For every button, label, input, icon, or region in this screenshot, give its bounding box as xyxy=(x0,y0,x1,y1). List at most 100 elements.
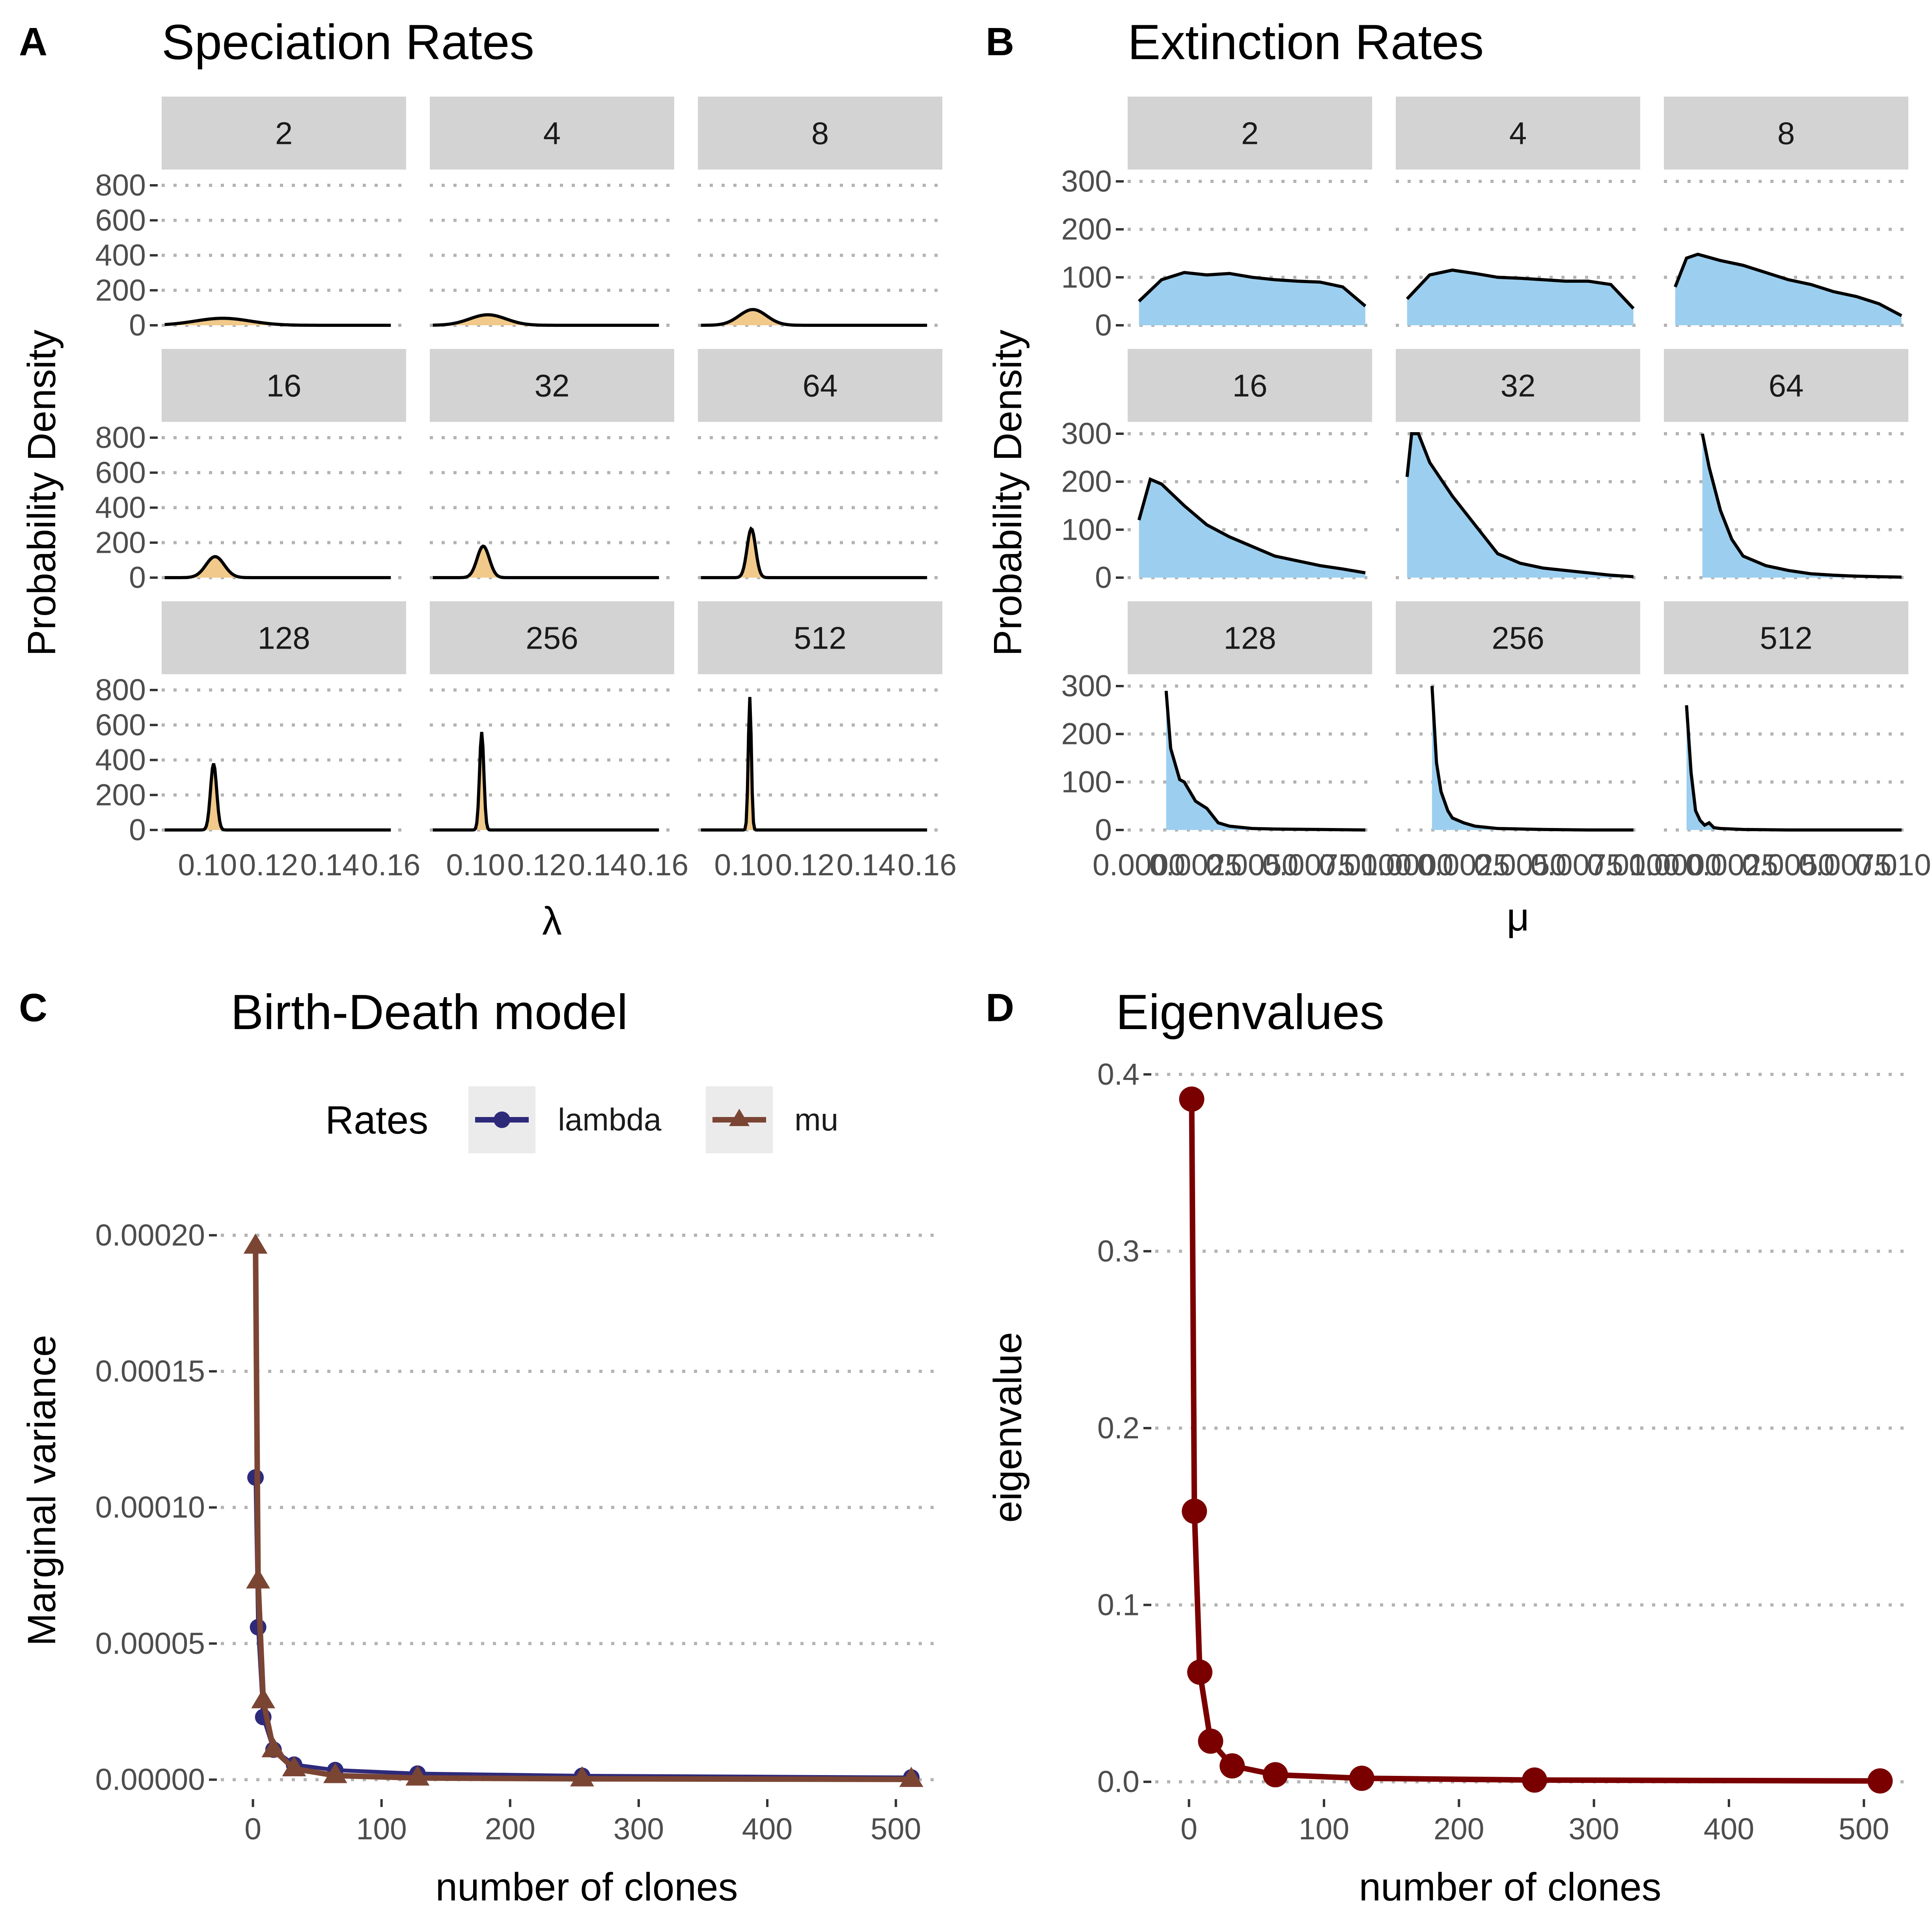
density-area xyxy=(1675,254,1902,325)
panel-d-letter: D xyxy=(986,986,1014,1030)
x-tick-label: 0.14 xyxy=(836,848,895,882)
facet-4: 4 xyxy=(430,97,674,327)
facet-strip xyxy=(1128,601,1372,674)
y-tick-label: 0 xyxy=(1095,813,1112,847)
panel-b-letter: B xyxy=(986,20,1014,64)
y-tick-label: 0.3 xyxy=(1097,1234,1139,1268)
point-eigenvalue xyxy=(1179,1086,1205,1112)
x-tick-label: 0.0025 xyxy=(1417,848,1510,882)
facet-32: 32 xyxy=(1396,349,1640,579)
y-tick-label: 0.0 xyxy=(1097,1765,1139,1799)
density-line xyxy=(701,526,927,579)
facet-256: 256 0.10 0.12 0.14 0.16 xyxy=(430,601,688,882)
x-tick-label: 300 xyxy=(614,1812,664,1846)
facet-strip xyxy=(1664,97,1908,170)
y-tick-label: 600 xyxy=(95,456,146,490)
facet-strip-label: 8 xyxy=(1777,116,1795,151)
facet-32: 32 xyxy=(430,349,674,579)
x-tick-label: 0 xyxy=(1180,1812,1197,1846)
y-tick-label: 400 xyxy=(95,239,146,272)
facet-strip-label: 128 xyxy=(1223,621,1276,656)
panel-d-ylabel: eigenvalue xyxy=(986,1332,1030,1523)
facet-strip xyxy=(162,97,406,170)
panel-b-extinction-facets: 2 0 100 200 300 4 8 16 0 100 200 300 32 64 128 0 100 200 3… xyxy=(1061,97,1932,882)
x-tick-label: 0.10 xyxy=(714,848,773,882)
point-mu xyxy=(405,1765,430,1786)
density-line xyxy=(1685,705,1902,832)
legend-title: Rates xyxy=(325,1098,428,1142)
density-line xyxy=(164,317,391,327)
facet-strip-label: 4 xyxy=(543,116,561,151)
density-area xyxy=(433,546,659,578)
point-eigenvalue xyxy=(1187,1660,1212,1685)
facet-strip xyxy=(1396,97,1640,170)
point-eigenvalue xyxy=(1867,1768,1893,1794)
facet-strip xyxy=(698,349,942,422)
panel-c-line-chart: 0.00000 0.00005 0.00010 0.00015 0.00020 0 100 2… xyxy=(95,1218,934,1846)
panel-c-ylabel: Marginal variance xyxy=(20,1335,64,1646)
y-tick-label: 400 xyxy=(95,743,146,777)
x-tick-label: 0.16 xyxy=(629,848,688,882)
facet-strip xyxy=(698,601,942,674)
density-area xyxy=(164,763,391,830)
facet-strip-label: 512 xyxy=(794,621,846,656)
x-tick-label: 0.0050 xyxy=(1742,848,1835,882)
x-tick-label: 400 xyxy=(742,1812,793,1846)
panel-d-title: Eigenvalues xyxy=(1116,985,1384,1040)
density-line xyxy=(433,732,659,832)
x-tick-label: 0.0100 xyxy=(1855,848,1932,882)
x-tick-label: 200 xyxy=(485,1812,535,1846)
x-tick-label: 0.0075 xyxy=(1263,848,1356,882)
y-tick-label: 300 xyxy=(1061,164,1112,198)
point-eigenvalue xyxy=(1182,1498,1207,1524)
point-mu xyxy=(570,1766,594,1787)
y-tick-label: 0 xyxy=(1095,308,1112,342)
x-tick-label: 0.12 xyxy=(507,848,566,882)
facet-strip xyxy=(1396,601,1640,674)
density-line xyxy=(701,697,927,832)
facet-64: 64 xyxy=(698,349,942,579)
density-area xyxy=(1407,270,1634,325)
y-tick-label: 100 xyxy=(1061,513,1112,546)
y-tick-label: 200 xyxy=(95,526,146,559)
facet-strip-label: 32 xyxy=(535,368,570,403)
facet-16: 16 0 100 200 300 xyxy=(1061,349,1372,595)
point-mu xyxy=(899,1766,923,1787)
facet-512: 512 0.10 0.12 0.14 0.16 xyxy=(698,601,957,882)
point-mu xyxy=(243,1233,268,1254)
y-tick-label: 0.00005 xyxy=(95,1626,205,1660)
legend-marker-lambda xyxy=(494,1111,510,1128)
x-tick-label: 500 xyxy=(1839,1812,1889,1846)
y-tick-label: 300 xyxy=(1061,417,1112,451)
y-tick-label: 0 xyxy=(129,561,146,595)
x-tick-label: 100 xyxy=(1299,1812,1349,1846)
y-tick-label: 0.00010 xyxy=(95,1490,205,1524)
x-tick-label: 0.12 xyxy=(239,848,298,882)
y-tick-label: 0 xyxy=(1095,561,1112,595)
x-tick-label: 0.0025 xyxy=(1149,848,1242,882)
density-area xyxy=(701,310,927,325)
density-area xyxy=(1139,479,1365,578)
facet-strip-label: 8 xyxy=(811,116,829,151)
facet-128: 128 0 100 200 300 0.00000.00250.00500.00750.0… xyxy=(1061,601,1412,882)
y-tick-label: 0.00000 xyxy=(95,1763,205,1797)
facet-8: 8 xyxy=(698,97,942,327)
panel-d-xlabel: number of clones xyxy=(1359,1865,1661,1909)
x-tick-label: 500 xyxy=(871,1812,921,1846)
legend-label-lambda: lambda xyxy=(558,1102,662,1137)
x-tick-label: 0.0100 xyxy=(1319,848,1412,882)
density-line xyxy=(1430,686,1634,832)
facet-2: 2 0 100 200 300 xyxy=(1061,97,1372,342)
facet-strip-label: 256 xyxy=(526,621,578,656)
panel-c-legend: Rates lambda mu xyxy=(325,1086,838,1153)
facet-strip xyxy=(1396,349,1640,422)
x-tick-label: 0 xyxy=(244,1812,261,1846)
x-tick-label: 0.10 xyxy=(446,848,505,882)
density-line xyxy=(1406,269,1635,310)
x-tick-label: 0.16 xyxy=(897,848,957,882)
y-tick-label: 800 xyxy=(95,421,146,455)
